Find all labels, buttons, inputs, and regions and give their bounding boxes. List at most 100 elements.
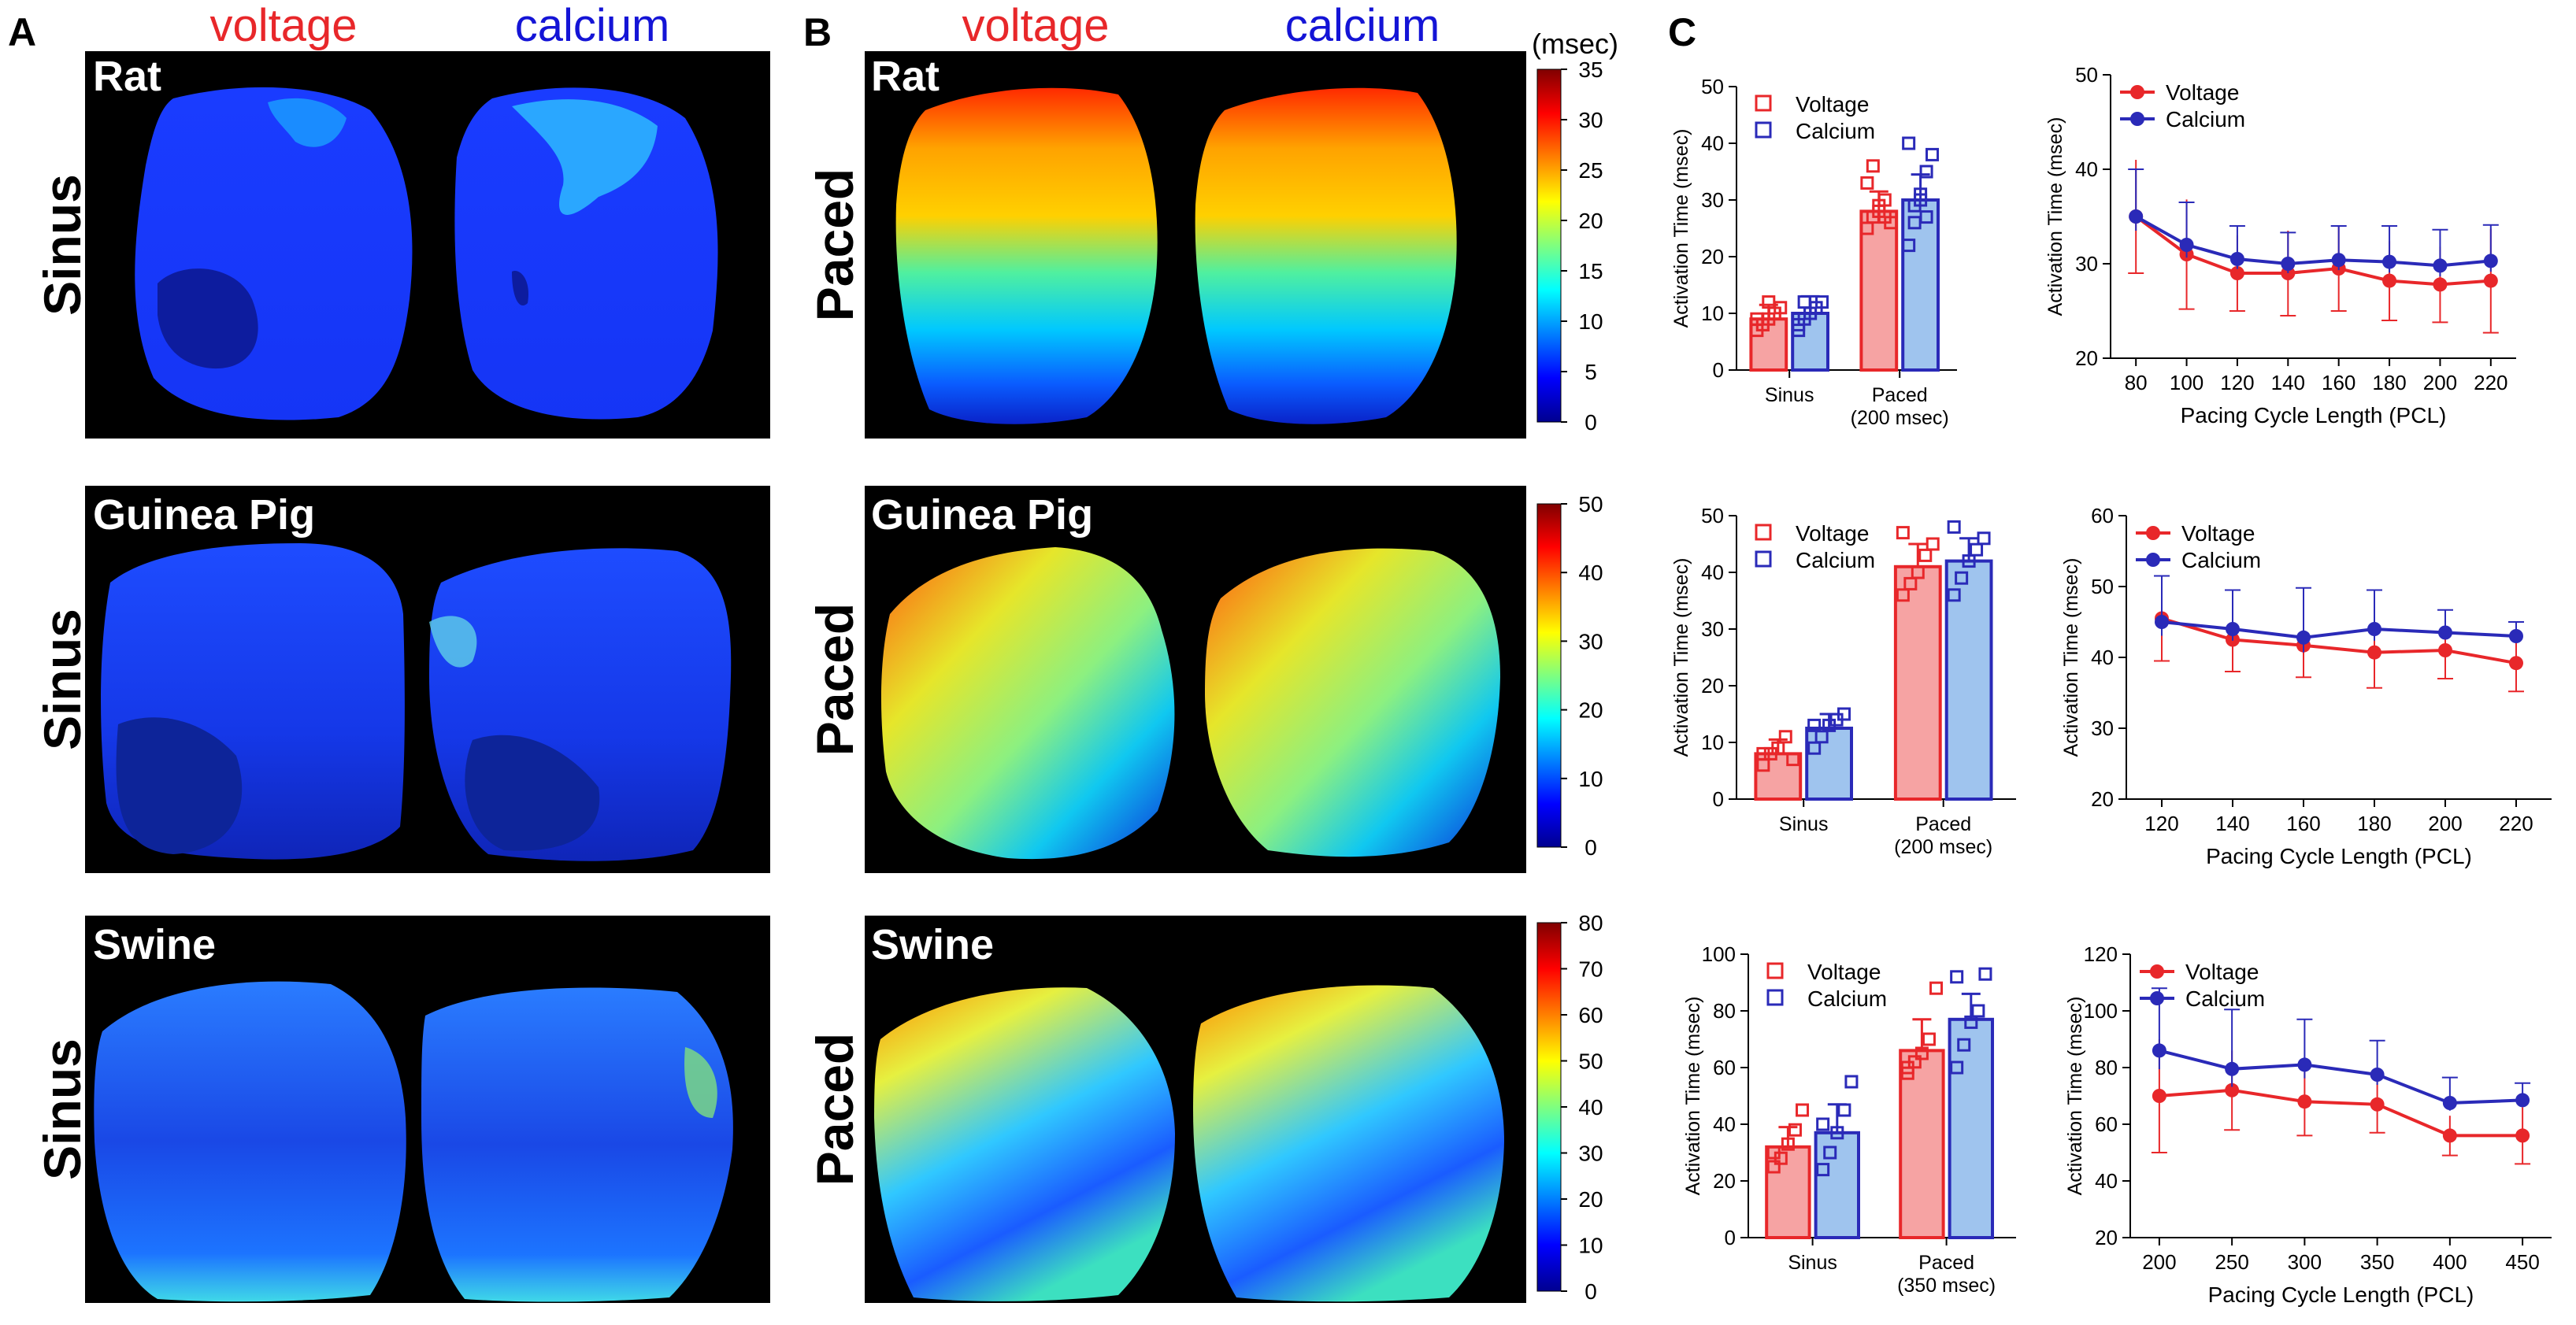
legend-label-calcium: Calcium	[1796, 548, 1875, 572]
x-tick-label: (200 msec)	[1894, 836, 1992, 858]
y-tick-label: 50	[2091, 575, 2114, 598]
legend-marker	[1766, 962, 1784, 979]
colorbar-tick-label: 0	[1585, 835, 1597, 860]
data-point	[2179, 238, 2194, 252]
data-point	[2367, 622, 2381, 636]
data-point	[1914, 187, 1928, 202]
data-point	[2509, 656, 2523, 671]
data-point	[2152, 1043, 2166, 1058]
data-point	[1903, 576, 1918, 590]
sinus-map-guinea-pig: Guinea Pig	[85, 486, 770, 873]
row-label-sinus-swine: Sinus	[33, 1038, 91, 1180]
data-point	[2129, 209, 2144, 224]
data-point	[1767, 306, 1781, 320]
y-tick-label: 10	[1701, 302, 1724, 325]
colorbar-tick-label: 35	[1578, 57, 1603, 82]
data-point	[1816, 1163, 1830, 1177]
species-label-swine-b: Swine	[871, 921, 994, 968]
y-tick-label: 30	[2075, 252, 2098, 276]
bar-calcium	[1944, 559, 1993, 801]
x-tick-label: 120	[2144, 812, 2178, 835]
colorbar-tick-label: 70	[1578, 957, 1603, 982]
species-label-guinea-pig-b: Guinea Pig	[871, 491, 1093, 539]
species-label-rat-a: Rat	[93, 53, 161, 100]
col-voltage-a: voltage	[209, 0, 357, 51]
colorbar-tick-label: 0	[1585, 410, 1597, 435]
y-tick-label: 60	[2091, 504, 2114, 527]
data-point	[2515, 1128, 2530, 1143]
y-tick-label: 30	[2091, 716, 2114, 740]
y-tick-label: 80	[2095, 1056, 2118, 1079]
y-tick-label: 20	[1701, 674, 1724, 698]
colorbar-unit: (msec)	[1532, 28, 1618, 60]
legend-label-calcium: Calcium	[2166, 107, 2245, 131]
data-point	[1837, 707, 1851, 721]
legend-marker	[2130, 112, 2144, 126]
data-point	[1807, 741, 1822, 755]
data-point	[2297, 1057, 2312, 1072]
legend-marker	[1755, 94, 1772, 112]
data-point	[1844, 1075, 1859, 1089]
data-point	[1947, 520, 1961, 534]
data-point	[1919, 210, 1933, 224]
legend-label-calcium: Calcium	[2181, 548, 2261, 572]
data-point	[1766, 1145, 1781, 1160]
x-tick-label: 220	[2474, 371, 2507, 394]
colorbar-tick-label: 30	[1578, 629, 1603, 653]
x-axis-label: Pacing Cycle Length (PCL)	[2208, 1282, 2474, 1307]
y-tick-label: 30	[1701, 617, 1724, 641]
panel-letter-a: A	[8, 10, 36, 54]
data-point	[1792, 317, 1806, 331]
data-point	[1962, 554, 1976, 568]
y-tick-label: 20	[1701, 245, 1724, 268]
data-point	[1964, 1015, 1978, 1029]
bar-calcium	[1948, 1017, 1995, 1240]
x-tick-label: 200	[2423, 371, 2457, 394]
series-line-calcium	[2159, 1049, 2523, 1105]
data-point	[1926, 537, 1940, 551]
x-tick-label: Paced	[1918, 1252, 1974, 1274]
x-tick-label: 160	[2322, 371, 2355, 394]
x-tick-label: 140	[2215, 812, 2249, 835]
y-axis-label: Activation Time (msec)	[2064, 997, 2086, 1196]
data-point	[1919, 165, 1933, 179]
y-tick-label: 40	[2091, 646, 2114, 669]
legend-label-voltage: Voltage	[2166, 80, 2239, 105]
y-tick-label: 80	[1713, 999, 1736, 1023]
x-tick-label: 450	[2505, 1250, 2539, 1274]
data-point	[2483, 254, 2498, 268]
colorbar-tick-label: 50	[1578, 1049, 1603, 1074]
data-point	[1978, 967, 1992, 981]
y-tick-label: 20	[2075, 346, 2098, 370]
y-tick-label: 20	[2091, 787, 2114, 811]
row-label-paced-swine: Paced	[806, 1033, 864, 1186]
legend-label-calcium: Calcium	[2185, 986, 2265, 1011]
bar-voltage	[1859, 209, 1899, 372]
data-point	[2438, 643, 2452, 657]
data-point	[1756, 746, 1770, 761]
data-point	[1929, 981, 1944, 995]
legend-marker	[2150, 964, 2164, 979]
sinus-map-swine: Swine	[85, 916, 770, 1303]
y-axis-label: Activation Time (msec)	[2044, 117, 2066, 316]
x-tick-label: 180	[2357, 812, 2391, 835]
data-point	[1955, 571, 1969, 585]
legend-marker	[2146, 553, 2160, 567]
data-point	[2509, 629, 2523, 643]
colorbar-tick-label: 10	[1578, 767, 1603, 791]
data-point	[1823, 1145, 1837, 1160]
bar-calcium	[1814, 1131, 1861, 1240]
data-point	[1786, 753, 1800, 767]
data-point	[2483, 273, 2498, 288]
chart-3: 20 30 40 50 60 Activation Time (msec) 120 140 16…	[2060, 504, 2552, 868]
colorbar-tick-label: 40	[1578, 1095, 1603, 1120]
colorbar-tick-label: 10	[1578, 1234, 1603, 1258]
y-tick-label: 10	[1701, 731, 1724, 754]
x-tick-label: 140	[2271, 371, 2305, 394]
data-point	[2226, 622, 2240, 636]
colorbar-tick-label: 20	[1578, 698, 1603, 723]
x-tick-label: 120	[2220, 371, 2254, 394]
data-point	[1911, 565, 1925, 579]
data-point	[1860, 176, 1874, 190]
